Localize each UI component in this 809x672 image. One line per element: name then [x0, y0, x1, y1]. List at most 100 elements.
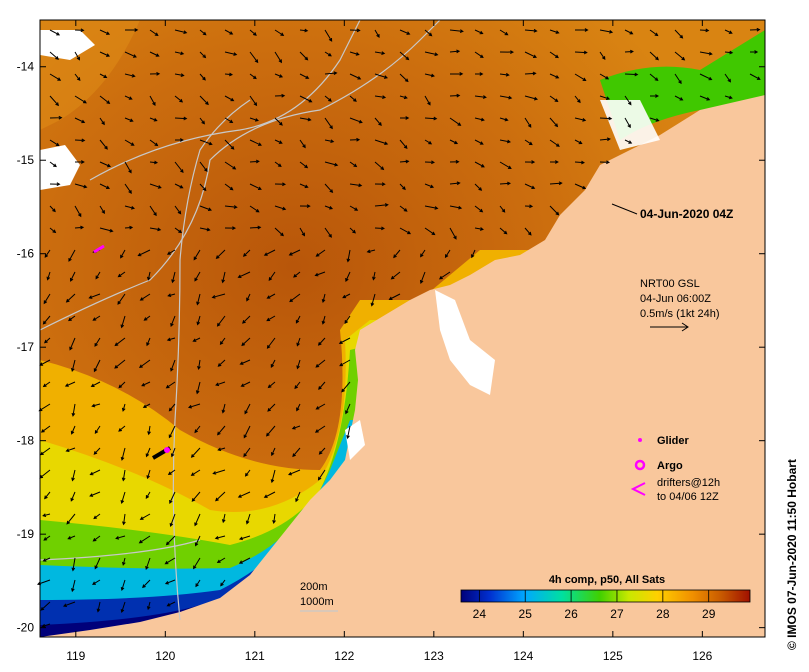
- current-arrow: [44, 337, 51, 344]
- current-arrow: [599, 95, 611, 100]
- current-arrow: [599, 29, 614, 34]
- glider-legend-icon: [638, 438, 642, 442]
- glider-track-marker: [93, 244, 105, 254]
- y-tick-label: -15: [17, 153, 35, 167]
- argo-marker: [164, 447, 170, 453]
- current-arrow: [274, 93, 286, 98]
- current-arrow: [74, 95, 87, 104]
- current-arrow: [499, 205, 506, 213]
- y-tick-label: -20: [17, 621, 35, 635]
- current-arrow: [39, 447, 51, 456]
- current-arrow: [224, 183, 234, 191]
- current-arrow: [143, 315, 151, 321]
- current-arrow: [174, 51, 185, 56]
- current-arrow: [93, 513, 101, 520]
- current-arrow: [299, 139, 306, 149]
- current-arrow: [99, 161, 112, 168]
- current-arrow: [216, 315, 226, 327]
- colorbar-tick-label: 24: [473, 607, 487, 621]
- current-arrow: [124, 205, 136, 210]
- current-arrow: [164, 557, 176, 565]
- current-arrow: [349, 28, 361, 33]
- colorbar-tick-label: 28: [656, 607, 670, 621]
- current-arrow: [74, 183, 88, 189]
- current-arrow: [419, 271, 426, 284]
- current-arrow: [345, 271, 351, 282]
- current-arrow: [224, 72, 234, 77]
- current-arrow: [99, 95, 111, 105]
- current-arrow: [42, 381, 51, 388]
- x-tick-label: 121: [245, 649, 265, 663]
- current-arrow: [71, 579, 76, 593]
- current-arrow: [122, 513, 126, 526]
- current-arrow: [42, 315, 51, 325]
- current-arrow: [243, 447, 251, 458]
- current-arrow: [499, 50, 514, 54]
- current-arrow: [349, 205, 359, 211]
- current-arrow: [317, 469, 326, 481]
- current-arrow: [44, 249, 51, 258]
- current-arrow: [549, 181, 563, 186]
- current-arrow: [374, 29, 380, 38]
- current-arrow: [574, 95, 581, 104]
- current-arrow: [624, 117, 631, 129]
- current-arrow: [549, 139, 560, 147]
- current-arrow: [574, 28, 589, 32]
- current-arrow: [399, 205, 408, 212]
- current-arrow: [424, 73, 435, 78]
- current-arrow: [164, 579, 176, 585]
- current-arrow: [149, 117, 158, 122]
- current-arrow: [224, 95, 235, 102]
- argo-legend-label: Argo: [657, 460, 683, 472]
- current-arrow: [296, 403, 301, 412]
- current-arrow: [149, 227, 162, 232]
- current-arrow: [124, 51, 137, 58]
- current-arrow: [46, 271, 51, 281]
- current-arrow: [374, 161, 385, 171]
- current-arrow: [390, 271, 401, 280]
- current-arrow: [315, 403, 326, 410]
- current-arrow: [244, 403, 251, 415]
- current-arrow: [221, 513, 226, 524]
- timestamp-leader: [611, 203, 638, 215]
- current-arrow: [240, 381, 251, 387]
- current-arrow: [324, 29, 333, 42]
- current-arrow: [524, 139, 533, 146]
- current-arrow: [120, 601, 126, 614]
- current-arrow: [321, 293, 326, 304]
- current-arrow: [649, 94, 660, 98]
- current-arrow: [93, 447, 101, 455]
- current-arrow: [65, 447, 76, 453]
- current-arrow: [149, 183, 162, 189]
- current-arrow: [296, 359, 301, 370]
- current-arrow: [117, 271, 126, 278]
- current-arrow: [399, 95, 408, 100]
- current-arrow: [74, 28, 85, 33]
- current-arrow: [295, 315, 301, 324]
- current-arrow: [341, 381, 351, 393]
- current-arrow: [649, 117, 660, 122]
- current-arrow: [199, 183, 207, 192]
- current-arrow: [215, 249, 226, 260]
- current-arrow: [215, 381, 226, 387]
- current-arrow: [74, 51, 81, 61]
- current-arrow: [274, 29, 285, 36]
- contour-south: [40, 539, 201, 561]
- current-arrow: [120, 491, 126, 505]
- current-arrow: [288, 469, 301, 476]
- current-arrow: [599, 116, 613, 121]
- current-arrow: [114, 359, 126, 369]
- current-arrow: [117, 293, 126, 305]
- current-arrow: [74, 205, 82, 218]
- current-arrow: [65, 293, 76, 303]
- current-arrow: [199, 51, 207, 59]
- credit-label: © IMOS 07-Jun-2020 11:50 Hobart: [785, 459, 799, 650]
- current-arrow: [299, 183, 309, 189]
- colorbar-tick-label: 25: [519, 607, 533, 621]
- current-arrow: [449, 117, 462, 126]
- current-arrow: [199, 227, 211, 232]
- current-arrow: [124, 73, 136, 78]
- current-arrow: [121, 469, 126, 482]
- current-arrow: [399, 159, 410, 164]
- drifter-legend-line1: drifters@12h: [657, 477, 720, 489]
